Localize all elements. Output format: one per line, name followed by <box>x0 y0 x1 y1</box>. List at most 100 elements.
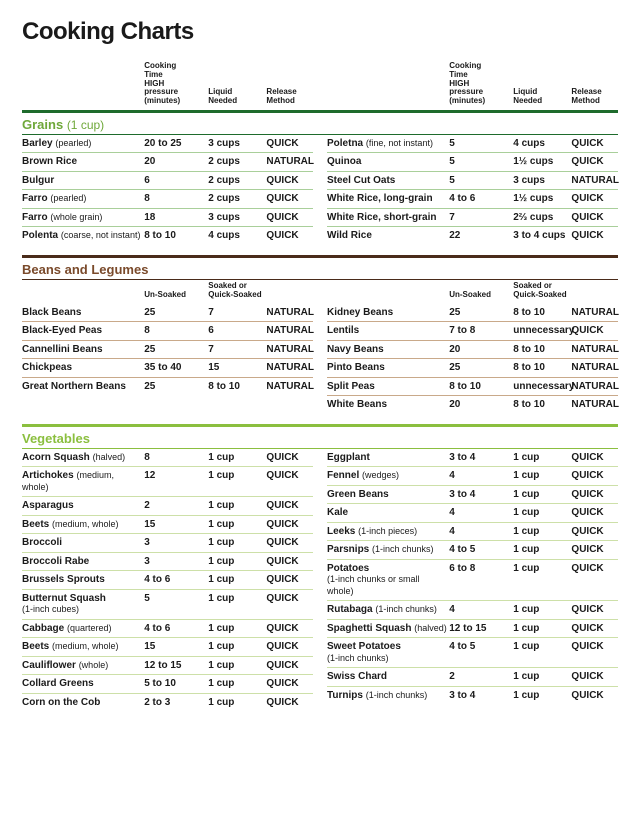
cell-b: 1 cup <box>513 541 571 560</box>
data-table-left: Barley (pearled)20 to 253 cupsQUICKBrown… <box>22 135 313 245</box>
section-columns: Barley (pearled)20 to 253 cupsQUICKBrown… <box>22 135 618 245</box>
col-header-unsoaked: Un-Soaked <box>449 280 513 304</box>
cell-name: Great Northern Beans <box>22 377 144 395</box>
table-row: Farro (pearled)82 cupsQUICK <box>22 190 313 209</box>
row-note: (whole grain) <box>50 212 102 222</box>
table-row: Green Beans3 to 41 cupQUICK <box>327 485 618 504</box>
cell-c: QUICK <box>266 693 313 711</box>
cell-name: Eggplant <box>327 449 449 467</box>
row-note: (medium, whole) <box>52 519 119 529</box>
cell-b: 1 cup <box>513 668 571 687</box>
cell-name: Farro (pearled) <box>22 190 144 209</box>
cell-name: Green Beans <box>327 485 449 504</box>
cell-a: 4 <box>449 504 513 523</box>
table-row: White Rice, long-grain4 to 61½ cupsQUICK <box>327 190 618 209</box>
cell-b: 1 cup <box>208 571 266 590</box>
header-table-right: CookingTimeHIGHpressure(minutes) LiquidN… <box>327 60 618 110</box>
cell-name: White Rice, short-grain <box>327 208 449 227</box>
row-note: (1-inch chunks) <box>327 653 389 663</box>
cell-a: 8 to 10 <box>449 377 513 396</box>
cell-b: unnecessary <box>513 322 571 341</box>
cell-a: 20 <box>144 153 208 172</box>
section-title: Beans and Legumes <box>22 258 618 280</box>
cell-a: 22 <box>449 227 513 245</box>
cell-a: 6 to 8 <box>449 559 513 601</box>
cell-a: 18 <box>144 208 208 227</box>
table-row: Eggplant3 to 41 cupQUICK <box>327 449 618 467</box>
table-row: Spaghetti Squash (halved)12 to 151 cupQU… <box>327 619 618 638</box>
cell-b: 1 cup <box>513 619 571 638</box>
col-header-name <box>22 60 144 110</box>
cell-b: 1 cup <box>513 638 571 668</box>
column-right: Eggplant3 to 41 cupQUICKFennel (wedges)4… <box>327 449 618 712</box>
cell-a: 15 <box>144 638 208 657</box>
cell-c: QUICK <box>571 601 618 620</box>
column-left: Barley (pearled)20 to 253 cupsQUICKBrown… <box>22 135 313 245</box>
cell-a: 3 to 4 <box>449 686 513 704</box>
cell-name: Navy Beans <box>327 340 449 359</box>
cell-name: Turnips (1-inch chunks) <box>327 686 449 704</box>
row-note: (quartered) <box>67 623 112 633</box>
cell-a: 20 to 25 <box>144 135 208 153</box>
cell-c: NATURAL <box>266 359 313 378</box>
cell-c: QUICK <box>571 322 618 341</box>
col-header-unsoaked: Un-Soaked <box>144 280 208 304</box>
section-title: Grains (1 cup) <box>22 113 618 135</box>
row-note: (1-inch chunks) <box>366 690 428 700</box>
cell-b: 3 cups <box>208 135 266 153</box>
table-row: Black Beans257NATURAL <box>22 304 313 322</box>
table-row: Chickpeas35 to 4015NATURAL <box>22 359 313 378</box>
cell-c: QUICK <box>266 135 313 153</box>
cell-name: Black-Eyed Peas <box>22 322 144 341</box>
cell-b: 1 cup <box>513 449 571 467</box>
cell-a: 4 <box>449 467 513 486</box>
cell-c: QUICK <box>266 171 313 190</box>
cell-a: 4 to 6 <box>144 571 208 590</box>
cell-a: 8 <box>144 190 208 209</box>
table-row: Broccoli31 cupQUICK <box>22 534 313 553</box>
cell-b: 1 cup <box>513 686 571 704</box>
cell-name: Kidney Beans <box>327 304 449 322</box>
cell-name: Kale <box>327 504 449 523</box>
cell-b: 15 <box>208 359 266 378</box>
cell-name: Rutabaga (1-inch chunks) <box>327 601 449 620</box>
cell-a: 5 <box>144 589 208 619</box>
cell-name: Black Beans <box>22 304 144 322</box>
table-row: Wild Rice223 to 4 cupsQUICK <box>327 227 618 245</box>
table-row: Corn on the Cob2 to 31 cupQUICK <box>22 693 313 711</box>
section-veg: VegetablesAcorn Squash (halved)81 cupQUI… <box>22 424 618 722</box>
cell-b: 1 cup <box>208 638 266 657</box>
cell-c: QUICK <box>571 190 618 209</box>
cell-c: QUICK <box>571 227 618 245</box>
data-table-right: Poletna (fine, not instant)54 cupsQUICKQ… <box>327 135 618 245</box>
cell-b: 3 to 4 cups <box>513 227 571 245</box>
cell-b: 8 to 10 <box>513 304 571 322</box>
cell-name: Steel Cut Oats <box>327 171 449 190</box>
col-header-blank <box>571 280 618 304</box>
cell-b: 2 cups <box>208 190 266 209</box>
cell-name: Brown Rice <box>22 153 144 172</box>
table-row: Potatoes(1-inch chunks or small whole)6 … <box>327 559 618 601</box>
cell-a: 7 to 8 <box>449 322 513 341</box>
row-note: (fine, not instant) <box>366 138 433 148</box>
section-title: Vegetables <box>22 427 618 449</box>
section-spacer <box>22 245 618 255</box>
cell-c: QUICK <box>571 686 618 704</box>
cell-c: NATURAL <box>571 359 618 378</box>
cell-c: QUICK <box>571 153 618 172</box>
cell-a: 5 <box>449 153 513 172</box>
col-header-liquid: LiquidNeeded <box>208 60 266 110</box>
cell-c: QUICK <box>571 541 618 560</box>
col-header-time: CookingTimeHIGHpressure(minutes) <box>449 60 513 110</box>
cell-b: 1 cup <box>208 449 266 467</box>
cell-c: QUICK <box>571 504 618 523</box>
cell-a: 6 <box>144 171 208 190</box>
cell-b: 1 cup <box>208 619 266 638</box>
section-title-text: Grains <box>22 117 63 132</box>
cell-a: 8 <box>144 322 208 341</box>
cell-c: QUICK <box>266 638 313 657</box>
cell-name: Wild Rice <box>327 227 449 245</box>
cell-name: Broccoli Rabe <box>22 552 144 571</box>
table-row: Split Peas8 to 10unnecessaryNATURAL <box>327 377 618 396</box>
row-note: (coarse, not instant) <box>61 230 141 240</box>
